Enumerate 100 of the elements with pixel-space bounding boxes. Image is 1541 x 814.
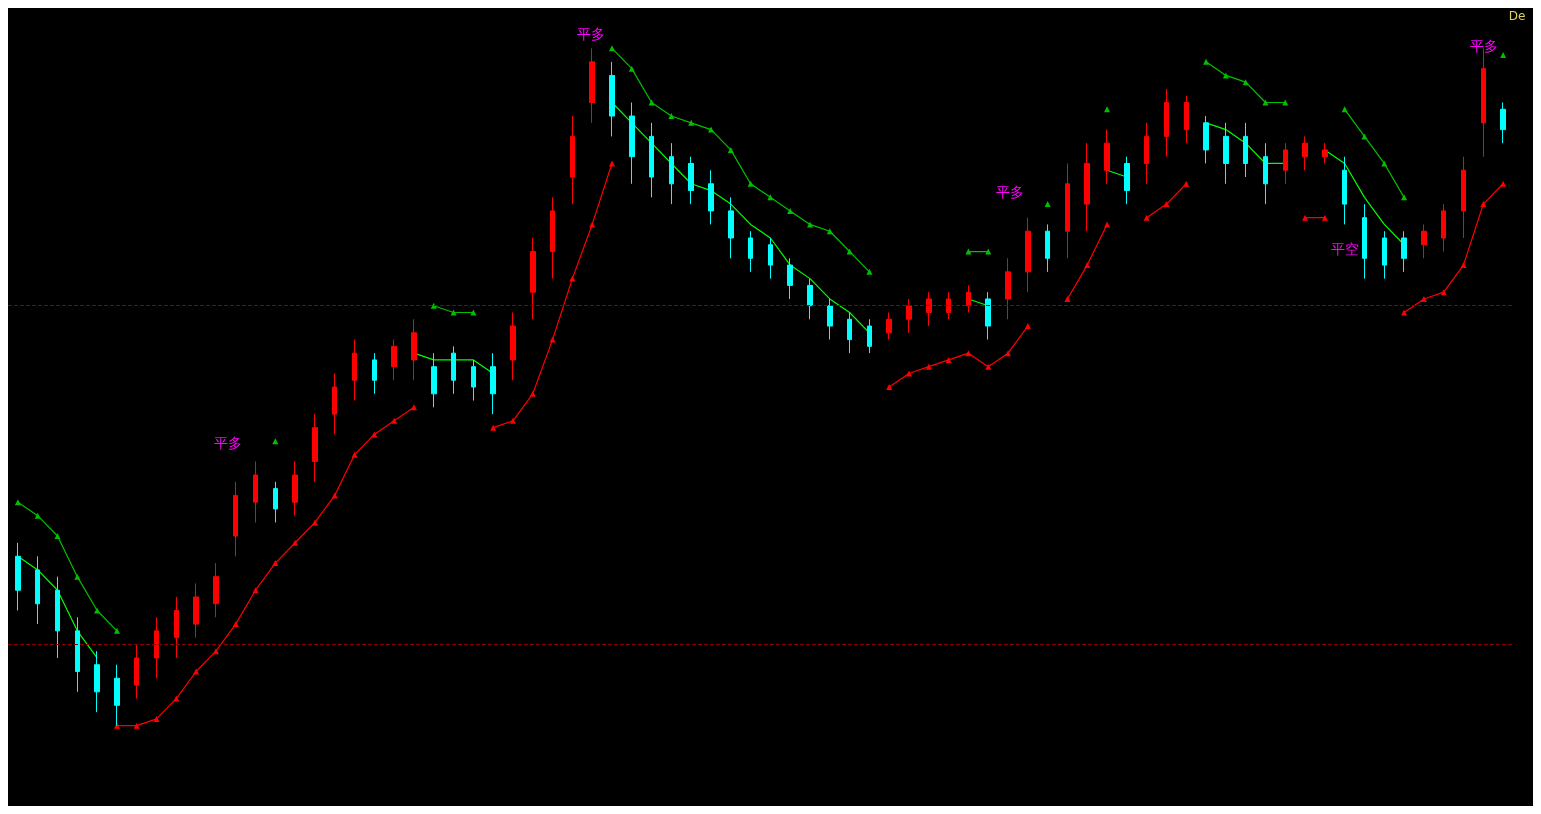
- candlestick: [213, 562, 219, 618]
- point: [648, 99, 655, 106]
- candlestick: [1461, 156, 1466, 239]
- candlestick: [748, 230, 753, 273]
- candlestick: [1025, 217, 1031, 293]
- candlestick: [728, 196, 734, 259]
- point: [747, 180, 754, 187]
- candlestick: [1223, 122, 1229, 185]
- point: [965, 248, 972, 255]
- candlestick: [1401, 230, 1407, 273]
- point: [668, 113, 675, 120]
- candlestick: [886, 311, 892, 341]
- point: [906, 370, 913, 377]
- candlestick: [926, 291, 932, 327]
- candlestick: [985, 291, 991, 341]
- candlestick: [55, 576, 60, 659]
- point: [1500, 52, 1507, 59]
- point: [1104, 106, 1111, 113]
- point: [985, 363, 992, 370]
- annotation: 平空: [1331, 241, 1360, 257]
- candlestick: [35, 555, 40, 625]
- candlestick: [589, 47, 595, 124]
- candlestick: [609, 61, 615, 137]
- candlestick: [75, 616, 80, 693]
- annotation: 平多: [1470, 37, 1499, 54]
- point: [1420, 295, 1427, 302]
- candlestick: [787, 257, 793, 300]
- candlestick: [946, 291, 951, 320]
- candlestick: [1500, 102, 1506, 144]
- candlestick: [1342, 156, 1347, 225]
- point: [945, 356, 952, 363]
- text: 平多: [576, 25, 605, 42]
- point: [1064, 295, 1071, 302]
- point: [1262, 99, 1269, 106]
- candlestick: [966, 284, 971, 313]
- candlestick: [510, 311, 516, 381]
- annotation: 平多: [995, 183, 1024, 200]
- candlestick: [233, 481, 238, 557]
- candlestick: [906, 298, 912, 334]
- candlestick: [1362, 203, 1367, 280]
- candlestick: [1283, 142, 1288, 185]
- point: [985, 248, 992, 255]
- candlestick: [451, 345, 456, 395]
- candlestick: [292, 461, 298, 517]
- candlestick: [15, 542, 21, 612]
- candlestick: [530, 237, 536, 320]
- point: [707, 126, 714, 133]
- point: [1302, 214, 1309, 221]
- point: [173, 695, 180, 702]
- point: [94, 607, 101, 614]
- point: [569, 275, 576, 282]
- point: [1500, 180, 1507, 187]
- candlestick: [134, 643, 139, 700]
- candlestick: [352, 339, 357, 402]
- point: [608, 45, 615, 52]
- point: [351, 451, 358, 458]
- candlestick: [1382, 230, 1387, 280]
- candlestick: [154, 616, 159, 679]
- candlestick: [431, 352, 437, 408]
- point: [430, 302, 437, 309]
- candlestick: [411, 318, 417, 381]
- candlestick: [372, 352, 377, 395]
- point: [628, 65, 635, 72]
- point: [1321, 214, 1328, 221]
- point: [965, 350, 972, 357]
- candlestick: [570, 115, 575, 205]
- candlestick: [193, 582, 199, 639]
- candlestick: [174, 596, 179, 659]
- point: [490, 424, 497, 431]
- point: [1203, 58, 1210, 65]
- candlestick: [768, 237, 773, 280]
- candlestick: [1005, 257, 1011, 320]
- point: [727, 146, 734, 153]
- point: [1401, 194, 1408, 201]
- candlestick: [94, 650, 100, 713]
- point: [886, 384, 893, 390]
- point: [113, 627, 120, 634]
- point: [1183, 180, 1190, 187]
- candlestick: [471, 359, 476, 402]
- point: [688, 119, 695, 126]
- candlestick: [1302, 135, 1308, 171]
- candlestick: [253, 461, 258, 523]
- point: [54, 533, 61, 540]
- point: [212, 648, 219, 655]
- candlestick: [847, 311, 852, 354]
- point: [846, 248, 853, 255]
- candlestick: [629, 102, 635, 185]
- candlestick: [827, 298, 833, 341]
- point: [252, 587, 259, 594]
- point: [74, 573, 81, 580]
- annotation: 平多: [213, 434, 242, 451]
- candlestick: [867, 318, 872, 354]
- point: [1005, 350, 1012, 357]
- point: [549, 336, 556, 343]
- candlestick: [1124, 156, 1130, 205]
- text: De: [1508, 8, 1526, 23]
- candlestick: [1203, 115, 1209, 164]
- candlestick: [708, 169, 714, 225]
- point: [1163, 201, 1170, 208]
- point: [807, 221, 814, 228]
